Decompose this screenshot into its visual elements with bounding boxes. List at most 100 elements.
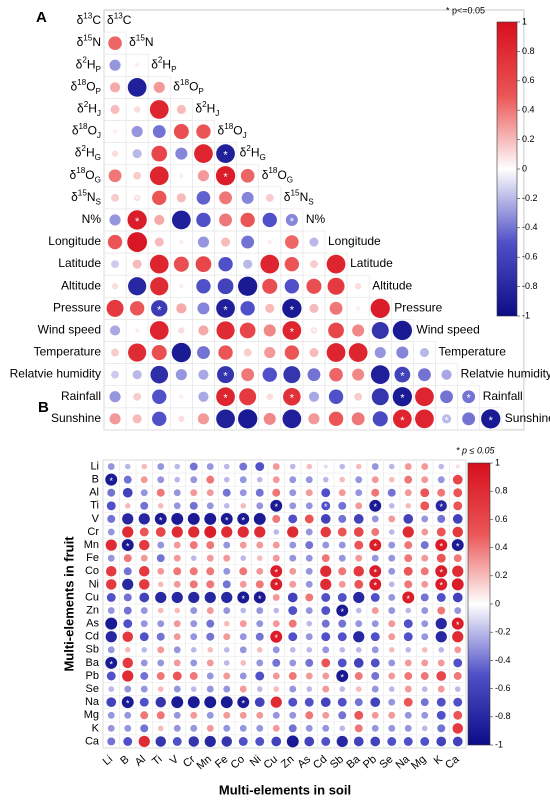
correlation-dot: [223, 463, 230, 470]
x-tick-label: Al: [133, 753, 148, 768]
correlation-dot: [322, 685, 330, 693]
correlation-dot: [285, 235, 299, 249]
correlation-dot: [206, 607, 214, 614]
correlation-dot: [204, 512, 217, 525]
significance-star: *: [274, 568, 278, 578]
diagonal-label: Pressure: [394, 301, 442, 315]
correlation-dot: [237, 512, 250, 525]
correlation-dot: [221, 237, 231, 247]
correlation-dot: [289, 541, 297, 549]
row-label: δ15​NS​: [71, 188, 101, 206]
correlation-dot: [337, 527, 347, 537]
row-label: δ18​OP​: [70, 78, 101, 96]
significance-star: *: [223, 304, 228, 316]
correlation-dot: [122, 526, 134, 538]
correlation-dot: [305, 489, 313, 497]
correlation-dot: [174, 476, 181, 483]
diagonal-label: Wind speed: [416, 323, 479, 337]
correlation-dot: [435, 539, 448, 552]
correlation-dot: [255, 737, 265, 746]
correlation-dot: [122, 513, 134, 525]
significance-star: *: [225, 515, 229, 525]
correlation-dot: [256, 724, 264, 732]
correlation-dot: [339, 725, 346, 732]
significance-star: *: [373, 541, 377, 551]
correlation-dot: [392, 320, 412, 341]
correlation-dot: [451, 539, 464, 552]
correlation-dot: [255, 671, 265, 681]
correlation-dot: [141, 647, 148, 653]
correlation-dot: [404, 580, 413, 589]
correlation-dot: [140, 607, 148, 614]
correlation-dot: [321, 606, 331, 615]
correlation-dot: [107, 554, 115, 562]
row-label: δ18​OG​: [70, 166, 101, 184]
correlation-dot: [322, 541, 330, 549]
correlation-dot: [124, 503, 131, 509]
correlation-dot: [306, 463, 313, 470]
correlation-dot: [388, 554, 396, 562]
x-tick-label: K: [432, 753, 446, 767]
correlation-dot: [124, 724, 132, 732]
correlation-dot: [151, 145, 168, 162]
correlation-dot: [338, 711, 347, 720]
correlation-dot: [272, 488, 281, 497]
correlation-dot: [239, 685, 247, 693]
correlation-dot: [190, 659, 198, 667]
correlation-dot: [371, 646, 379, 654]
correlation-dot: [437, 659, 445, 667]
correlation-dot: [111, 370, 119, 379]
correlation-dot: [256, 476, 263, 483]
colorbar-b-tick-label: 1: [495, 457, 500, 467]
correlation-dot: [206, 580, 215, 589]
correlation-dot: [157, 620, 165, 628]
correlation-dot: [305, 528, 313, 536]
correlation-dot: [452, 631, 464, 643]
correlation-dot: [239, 567, 248, 576]
correlation-dot: [237, 696, 250, 709]
correlation-dot: [273, 607, 280, 614]
correlation-dot: [217, 278, 234, 295]
correlation-dot: [140, 489, 148, 497]
correlation-dot: [305, 711, 314, 720]
correlation-dot: [221, 736, 233, 747]
correlation-dot: [124, 463, 131, 470]
correlation-dot: [133, 171, 142, 180]
correlation-dot: [239, 724, 247, 732]
correlation-dot: [157, 476, 165, 484]
correlation-dot: [171, 526, 183, 538]
correlation-dot: [370, 632, 380, 642]
x-tick-label: Zn: [279, 753, 297, 770]
correlation-dot: [109, 214, 121, 226]
correlation-dot: [218, 256, 233, 272]
row-label: δ2​HJ​: [77, 100, 101, 118]
correlation-dot: [305, 724, 313, 732]
correlation-dot: [288, 619, 297, 628]
significance-star: *: [241, 594, 245, 604]
correlation-dot: [239, 633, 247, 641]
correlation-dot: [122, 631, 134, 642]
correlation-dot: [320, 565, 332, 577]
correlation-dot: [105, 656, 118, 669]
correlation-dot: [438, 463, 445, 470]
correlation-dot: [140, 620, 148, 628]
correlation-dot: [288, 606, 298, 615]
correlation-dot: [420, 593, 429, 602]
correlation-dot: [305, 580, 313, 588]
correlation-dot: [438, 647, 445, 653]
correlation-dot: [173, 711, 181, 719]
diagonal-label: δ13​C: [107, 12, 132, 28]
correlation-dot: [132, 259, 142, 269]
correlation-dot: [283, 366, 301, 384]
correlation-dot: [240, 660, 247, 666]
correlation-dot: [262, 367, 277, 382]
correlation-dot: [355, 502, 363, 510]
colorbar-a-tick-label: 0.4: [522, 105, 535, 115]
correlation-dot: [306, 647, 313, 653]
correlation-dot: [394, 366, 411, 383]
y-tick-label: V: [92, 513, 100, 525]
correlation-dot: [239, 489, 247, 497]
correlation-dot: [140, 476, 148, 484]
correlation-dot: [240, 212, 255, 228]
correlation-dot: [206, 489, 214, 497]
